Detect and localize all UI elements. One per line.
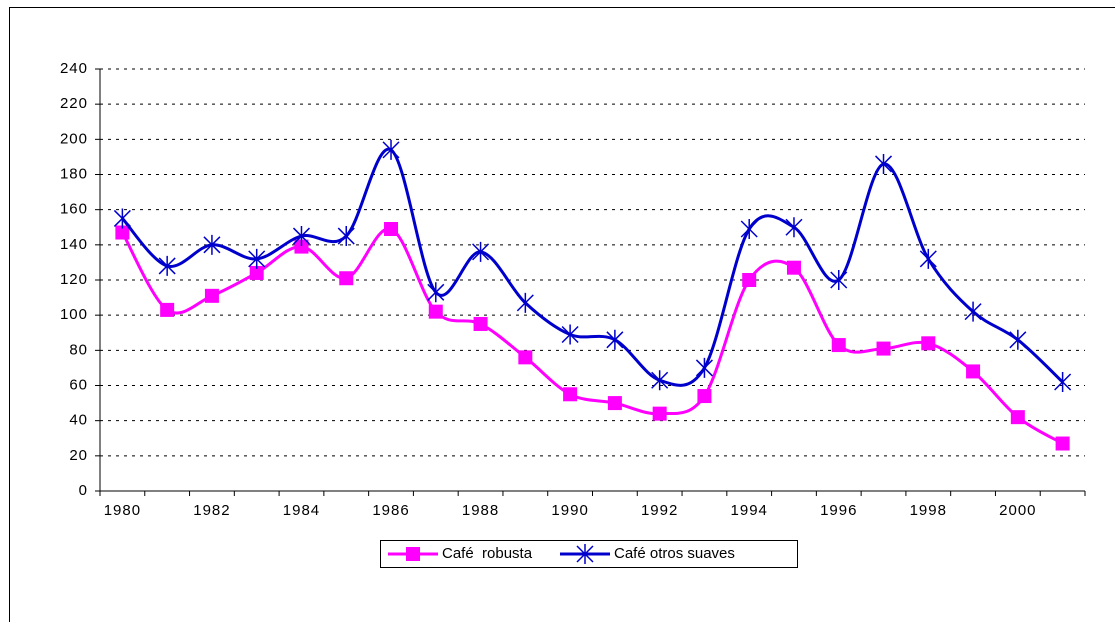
legend-label: Café otros suaves	[614, 545, 735, 562]
data-point	[786, 260, 801, 275]
x-tick-label: 1982	[193, 502, 230, 519]
data-point	[785, 217, 803, 238]
data-point	[695, 357, 713, 378]
data-point	[428, 304, 443, 319]
data-point	[607, 396, 622, 411]
data-point	[563, 387, 578, 402]
data-point	[919, 248, 937, 269]
data-point	[740, 219, 758, 240]
x-tick-label: 1980	[104, 502, 141, 519]
x-tick-label: 1992	[641, 502, 678, 519]
data-point	[921, 336, 936, 351]
x-tick-label: 1998	[910, 502, 947, 519]
x-tick-label: 1990	[551, 502, 588, 519]
data-point	[1009, 329, 1027, 350]
y-tick-label: 160	[60, 201, 88, 218]
y-tick-label: 20	[69, 447, 88, 464]
data-point	[382, 139, 400, 160]
data-point	[158, 255, 176, 276]
data-point	[697, 389, 712, 404]
y-tick-label: 200	[60, 130, 88, 147]
chart-frame	[9, 7, 1115, 622]
data-point	[874, 153, 893, 174]
legend-marker	[406, 547, 420, 561]
data-point	[160, 302, 175, 317]
x-tick-label: 1994	[731, 502, 768, 519]
x-tick-label: 2000	[999, 502, 1036, 519]
data-point	[337, 226, 355, 247]
data-point	[203, 234, 221, 255]
data-point	[1054, 371, 1072, 392]
data-point	[876, 341, 891, 356]
data-point	[606, 329, 624, 350]
legend-label: Café robusta	[442, 545, 533, 562]
x-tick-label: 1988	[462, 502, 499, 519]
data-point	[249, 265, 264, 280]
data-point	[248, 248, 266, 269]
data-point	[652, 406, 667, 421]
y-tick-label: 140	[60, 236, 88, 253]
data-point	[427, 282, 445, 303]
data-point	[561, 324, 579, 345]
data-point	[742, 273, 757, 287]
data-point	[204, 288, 219, 303]
data-point	[473, 316, 488, 331]
data-point	[384, 222, 399, 237]
x-tick-label: 1986	[372, 502, 409, 519]
data-point	[1010, 410, 1025, 425]
data-point	[831, 338, 846, 353]
data-point	[1055, 436, 1070, 451]
y-tick-label: 120	[60, 271, 88, 288]
data-point	[516, 292, 534, 313]
data-point	[115, 225, 130, 240]
y-tick-label: 180	[60, 165, 88, 182]
data-point	[339, 271, 354, 286]
x-tick-label: 1996	[820, 502, 857, 519]
y-tick-label: 240	[60, 60, 88, 77]
y-tick-label: 60	[69, 376, 88, 393]
data-point	[294, 239, 309, 254]
y-tick-label: 0	[79, 482, 88, 499]
legend-marker	[576, 544, 594, 564]
y-tick-label: 80	[69, 341, 88, 358]
data-point	[518, 350, 533, 365]
data-point	[651, 370, 669, 391]
y-tick-label: 100	[60, 306, 88, 323]
x-tick-label: 1984	[283, 502, 320, 519]
data-point	[113, 208, 131, 229]
y-tick-label: 40	[69, 412, 88, 429]
data-point	[964, 301, 982, 322]
series-line	[121, 227, 1064, 445]
data-point	[292, 226, 311, 247]
data-point	[830, 270, 848, 290]
data-point	[472, 241, 490, 262]
data-point	[966, 364, 981, 379]
y-tick-label: 220	[60, 95, 88, 112]
